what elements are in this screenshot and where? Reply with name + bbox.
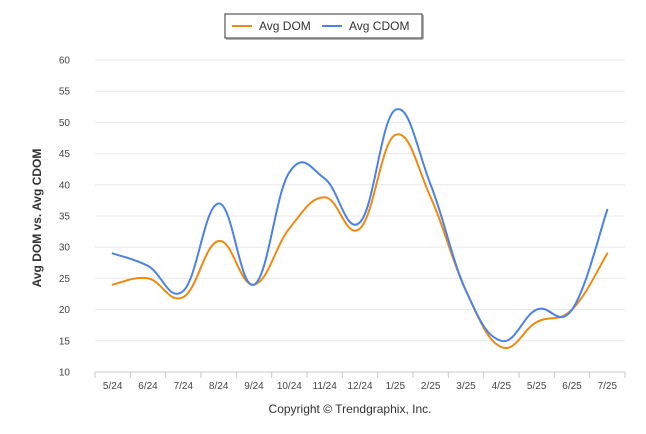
y-tick-label: 35 <box>59 212 71 223</box>
y-tick-label: 55 <box>59 87 71 98</box>
legend: Avg DOM Avg CDOM <box>224 13 424 40</box>
y-tick-label: 15 <box>59 336 71 347</box>
x-tick-label: 3/25 <box>456 381 476 392</box>
x-tick-label: 5/24 <box>103 381 123 392</box>
series-line-avg-cdom <box>111 108 609 342</box>
legend-label-cdom: Avg CDOM <box>349 19 409 33</box>
x-tick-label: 5/25 <box>527 381 547 392</box>
y-axis-title: Avg DOM vs. Avg CDOM <box>30 149 44 288</box>
x-tick-label: 6/25 <box>562 381 582 392</box>
y-tick-label: 40 <box>59 180 71 191</box>
y-axis-ticks: 10 15 20 25 30 35 40 45 50 55 60 <box>59 56 71 379</box>
x-tick-label: 8/24 <box>209 381 229 392</box>
y-tick-label: 30 <box>59 243 71 254</box>
x-tick-label: 1/25 <box>386 381 406 392</box>
x-tick-label: 6/24 <box>138 381 158 392</box>
x-tick-label: 12/24 <box>347 381 372 392</box>
x-tick-label: 9/24 <box>244 381 264 392</box>
y-tick-label: 25 <box>59 274 71 285</box>
y-tick-label: 10 <box>59 368 71 379</box>
x-tick-label: 7/24 <box>174 381 194 392</box>
x-tick-label: 7/25 <box>598 381 618 392</box>
y-tick-label: 45 <box>59 149 71 160</box>
x-tick-label: 2/25 <box>421 381 441 392</box>
grid <box>95 59 625 373</box>
copyright-credit: Copyright © Trendgraphix, Inc. <box>269 402 432 416</box>
legend-label-dom: Avg DOM <box>259 19 311 33</box>
y-tick-label: 20 <box>59 305 71 316</box>
series-lines <box>111 108 609 350</box>
series-line-avg-dom <box>111 133 609 350</box>
x-axis-ticks: 5/24 6/24 7/24 8/24 9/24 10/24 11/24 12/24 1/25 2… <box>94 372 626 392</box>
x-tick-label: 10/24 <box>277 381 302 392</box>
x-tick-label: 4/25 <box>492 381 512 392</box>
x-tick-label: 11/24 <box>313 381 338 392</box>
y-tick-label: 50 <box>59 118 71 129</box>
y-tick-label: 60 <box>59 56 71 67</box>
